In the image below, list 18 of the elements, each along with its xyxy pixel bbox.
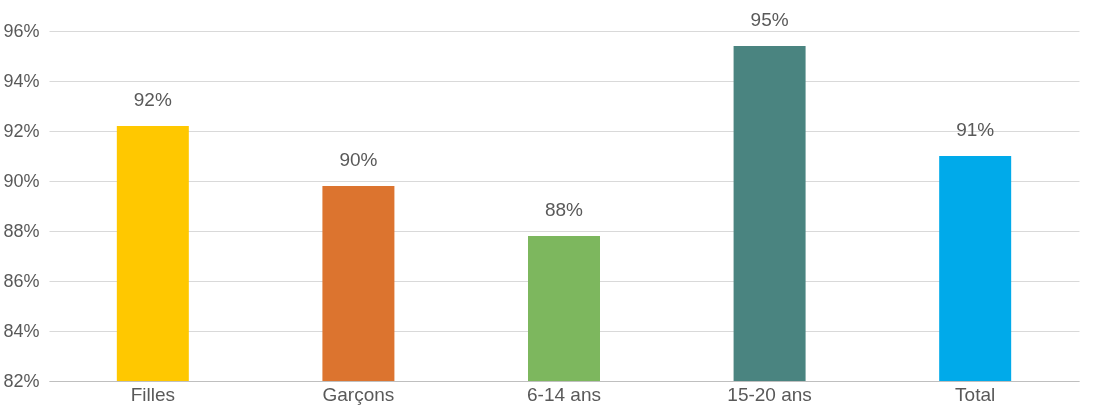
x-tick-label: 15-20 ans <box>727 383 812 405</box>
y-tick-label: 94% <box>3 70 40 91</box>
x-tick-label: Garçons <box>322 383 395 405</box>
data-label: 92% <box>133 89 172 110</box>
data-label: 88% <box>544 199 584 220</box>
data-label: 91% <box>956 119 995 140</box>
y-tick-label: 90% <box>3 170 40 191</box>
y-tick-label: 84% <box>3 320 40 341</box>
x-tick-label: Total <box>955 383 996 405</box>
y-tick-label: 82% <box>3 370 40 391</box>
x-tick-label: Filles <box>130 383 175 405</box>
x-tick-label: 6-14 ans <box>527 383 601 405</box>
data-label: 90% <box>339 149 378 170</box>
y-tick-label: 96% <box>3 20 40 41</box>
y-tick-label: 88% <box>3 220 40 241</box>
y-tick-label: 92% <box>3 120 40 141</box>
data-label: 95% <box>750 9 789 30</box>
y-tick-label: 86% <box>3 270 40 291</box>
